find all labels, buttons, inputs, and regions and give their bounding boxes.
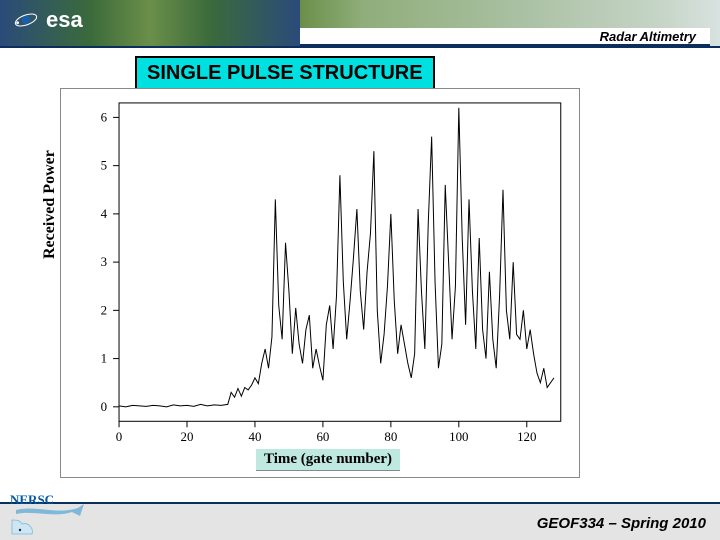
slide-title-text: SINGLE PULSE STRUCTURE	[147, 62, 423, 84]
header-subtitle-bar: Radar Altimetry	[300, 28, 710, 46]
svg-text:40: 40	[248, 429, 261, 444]
svg-text:100: 100	[449, 429, 468, 444]
nersc-logo-text: NERSC	[10, 492, 54, 507]
svg-text:6: 6	[101, 109, 108, 124]
pulse-chart: 0204060801001200123456 Received Power Ti…	[60, 88, 580, 478]
slide-title: SINGLE PULSE STRUCTURE	[135, 56, 435, 91]
svg-text:5: 5	[101, 158, 107, 173]
chart-svg: 0 20 40 60 80 100 120 0 1 2 3 4 5 6	[61, 89, 579, 477]
header-bar: esa Radar Altimetry	[0, 0, 720, 46]
header-divider	[0, 46, 720, 48]
svg-text:120: 120	[517, 429, 536, 444]
footer-course: GEOF334 – Spring 2010	[537, 515, 706, 532]
header-subtitle: Radar Altimetry	[600, 29, 696, 44]
svg-text:1: 1	[101, 351, 107, 366]
svg-text:80: 80	[384, 429, 397, 444]
footer-bar: GEOF334 – Spring 2010	[0, 504, 720, 540]
x-axis-label: Time (gate number)	[256, 449, 400, 471]
svg-text:0: 0	[116, 429, 122, 444]
y-axis-label: Received Power	[41, 150, 59, 259]
esa-logo-text: esa	[46, 7, 83, 33]
svg-text:0: 0	[101, 399, 107, 414]
svg-text:60: 60	[316, 429, 329, 444]
esa-logo: esa	[12, 6, 83, 34]
svg-text:4: 4	[101, 206, 108, 221]
svg-text:2: 2	[101, 302, 107, 317]
svg-text:20: 20	[181, 429, 194, 444]
nersc-logo: NERSC	[6, 490, 96, 538]
svg-text:3: 3	[101, 254, 107, 269]
esa-orbit-icon	[12, 6, 40, 34]
